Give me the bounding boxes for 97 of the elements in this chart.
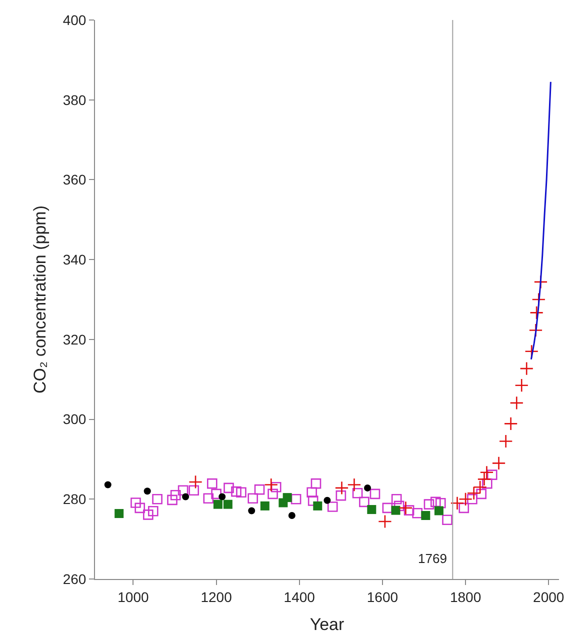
- point: [391, 494, 402, 504]
- y-tick-label: 280: [62, 491, 86, 508]
- point: [382, 502, 393, 514]
- point: [412, 508, 422, 518]
- point: [398, 500, 413, 515]
- point: [254, 484, 265, 495]
- point: [264, 478, 278, 492]
- point: [442, 514, 452, 526]
- x-tick-label: 1200: [200, 588, 232, 605]
- point: [347, 478, 362, 492]
- point: [324, 496, 331, 504]
- point: [435, 498, 446, 508]
- point: [336, 490, 346, 501]
- point: [144, 488, 151, 495]
- point: [211, 488, 222, 500]
- y-axis-title: CO₂ concentration (ppm): [30, 205, 50, 394]
- point: [359, 496, 370, 508]
- point: [424, 499, 434, 510]
- point: [450, 496, 464, 510]
- point: [430, 496, 441, 508]
- x-tick-label: 2000: [533, 588, 564, 605]
- point: [352, 488, 363, 498]
- point: [477, 472, 492, 486]
- point: [434, 506, 444, 516]
- point: [310, 478, 322, 489]
- point: [213, 500, 222, 509]
- point: [476, 488, 486, 500]
- point: [206, 478, 218, 489]
- y-tick-label: 400: [62, 12, 86, 28]
- point: [498, 434, 513, 448]
- point: [248, 507, 256, 514]
- point: [391, 506, 400, 515]
- point: [218, 493, 226, 500]
- point: [492, 456, 506, 470]
- point: [530, 306, 544, 320]
- point: [290, 494, 302, 504]
- y-tick-label: 340: [62, 251, 86, 268]
- point: [143, 510, 154, 520]
- point: [170, 490, 181, 500]
- x-tick-label: 1800: [450, 588, 482, 605]
- point: [306, 487, 317, 498]
- point: [104, 481, 112, 488]
- point: [231, 486, 242, 497]
- x-tick-label: 1400: [284, 588, 316, 605]
- x-tick-label: 1000: [118, 588, 149, 605]
- point: [134, 502, 146, 514]
- point: [528, 323, 543, 338]
- point: [504, 416, 518, 431]
- point: [458, 492, 472, 506]
- x-tick-label: 1600: [366, 588, 398, 605]
- point: [288, 512, 296, 520]
- ref-line-label: 1769: [418, 551, 447, 566]
- point: [466, 486, 481, 500]
- point: [224, 482, 234, 494]
- point: [327, 502, 338, 512]
- line-series: [530, 81, 552, 360]
- point: [520, 362, 534, 376]
- y-tick-label: 380: [62, 92, 86, 108]
- point: [367, 505, 376, 514]
- x-axis-title: Year: [310, 615, 345, 634]
- point: [334, 481, 349, 495]
- point: [486, 470, 498, 480]
- point: [308, 496, 318, 506]
- point: [188, 475, 202, 489]
- point: [148, 506, 158, 516]
- y-tick-label: 300: [62, 411, 86, 428]
- point: [458, 502, 470, 514]
- point: [268, 488, 278, 500]
- point: [248, 493, 258, 504]
- point: [370, 488, 380, 500]
- point: [313, 501, 322, 510]
- point: [203, 493, 214, 504]
- point: [130, 498, 141, 508]
- point: [188, 485, 200, 496]
- y-tick-label: 360: [62, 172, 86, 188]
- point: [114, 509, 124, 518]
- y-tick-label: 260: [62, 570, 86, 587]
- point: [510, 396, 524, 410]
- point: [167, 494, 178, 506]
- point: [514, 378, 529, 392]
- point: [394, 500, 404, 512]
- point: [178, 485, 188, 496]
- point: [282, 493, 292, 502]
- point: [364, 484, 371, 492]
- y-tick-label: 320: [62, 331, 86, 348]
- point: [421, 511, 430, 520]
- point: [480, 465, 494, 480]
- point: [236, 487, 246, 498]
- point: [467, 494, 478, 504]
- point: [223, 500, 232, 509]
- point: [182, 493, 190, 500]
- point: [270, 482, 282, 492]
- point: [260, 501, 270, 510]
- point: [152, 494, 162, 504]
- point: [473, 480, 488, 494]
- point: [378, 514, 392, 528]
- point: [404, 505, 414, 516]
